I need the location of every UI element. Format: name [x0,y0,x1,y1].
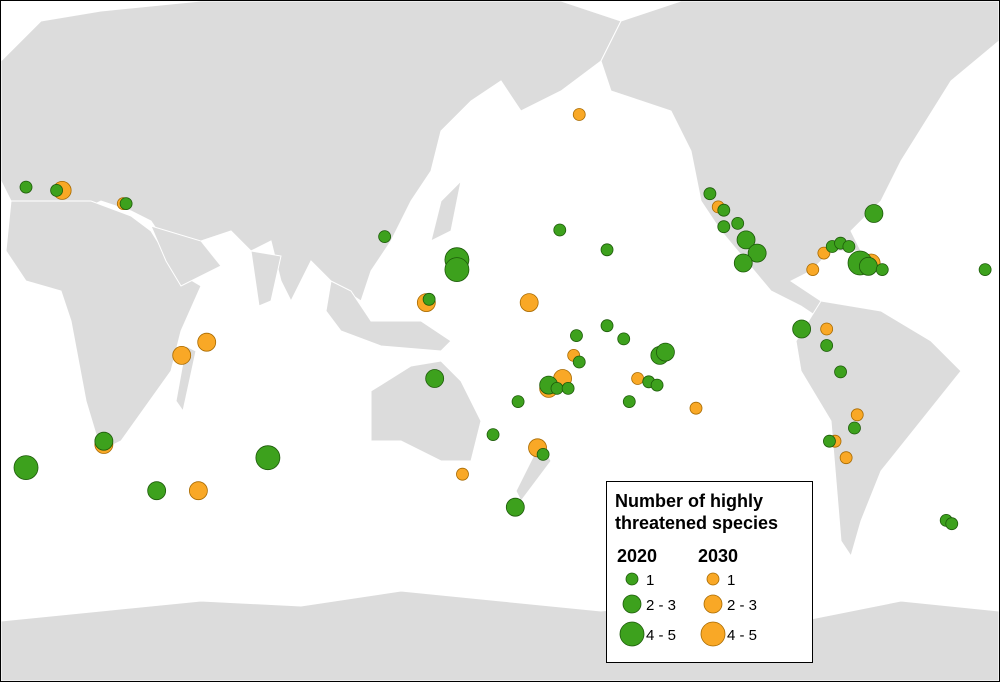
madagascar [175,345,197,413]
site-marker [444,257,470,283]
japan [430,179,462,242]
legend-swatch [625,572,639,586]
site-marker [255,445,281,471]
site-marker [94,431,114,451]
site-marker [572,108,586,121]
legend-class-label: 4 - 5 [646,627,676,644]
site-marker [511,395,525,409]
site-marker [570,329,583,343]
site-marker [147,481,167,501]
legend-title: Number of highly threatened species [615,491,779,533]
legend-items: 2020 1 2 - 3 4 - 5 2030 1 2 - 3 4 - 5 [617,546,757,647]
site-marker [631,372,645,385]
site-marker [820,322,834,336]
site-marker [834,365,847,379]
site-marker [689,401,703,415]
site-marker [119,197,133,211]
site-marker [945,517,959,531]
site-marker [622,395,636,409]
site-marker [425,369,445,388]
africa [5,200,202,452]
site-marker [864,204,884,223]
site-marker [717,220,731,234]
site-marker [572,355,586,369]
site-marker [172,345,192,365]
site-marker [839,451,853,465]
legend-swatch [706,572,720,586]
site-marker [456,467,469,481]
site-marker [817,246,831,260]
legend-class-label: 1 [727,572,735,589]
legend-swatch [700,621,726,647]
site-marker [197,332,217,352]
site-marker [875,263,889,277]
site-marker [422,292,436,306]
site-marker [50,183,63,197]
site-marker [978,263,992,277]
site-marker [792,319,812,339]
south-america [795,300,962,558]
arabia [150,225,222,287]
site-marker [842,240,856,253]
legend-class-label: 4 - 5 [727,627,757,644]
india [250,250,282,307]
legend-swatch [619,621,645,647]
site-marker [656,342,675,362]
site-marker [536,447,550,461]
north-america [600,1,999,327]
site-marker [820,339,834,352]
site-marker [188,481,208,501]
site-marker [650,378,664,392]
legend-class-label: 1 [646,572,654,589]
site-marker [550,381,564,395]
southeast-asia [325,280,452,352]
legend-swatch [622,594,642,614]
legend-year: 2030 [698,546,738,566]
site-marker [703,187,717,201]
legend-class-label: 2 - 3 [646,597,676,614]
site-marker [378,230,392,244]
site-marker [848,421,861,435]
site-marker [747,243,767,263]
site-marker [736,230,756,250]
points [13,108,992,531]
site-marker [519,293,539,313]
site-marker [733,253,753,273]
site-marker [13,455,39,481]
site-marker [19,180,33,194]
legend-swatch [703,594,723,614]
site-marker [505,497,525,517]
site-marker [823,434,836,448]
site-marker [553,223,567,237]
legend-class-label: 2 - 3 [727,597,757,614]
site-marker [731,216,745,230]
site-marker [858,256,878,276]
australia [370,360,482,462]
site-marker [600,243,614,257]
site-marker [617,332,631,346]
site-marker [717,203,731,217]
site-marker [486,428,500,442]
site-marker [600,319,614,333]
site-marker [806,263,820,277]
site-marker [850,408,864,422]
site-marker [561,381,575,395]
antarctica [1,590,999,681]
legend: Number of highly threatened species 2020… [606,481,813,663]
legend-year: 2020 [617,546,657,566]
